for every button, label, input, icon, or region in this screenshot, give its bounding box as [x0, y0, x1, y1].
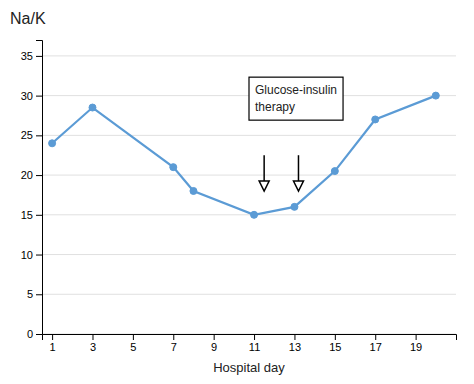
arrow-shaft: [298, 155, 300, 181]
y-tick: 15: [21, 209, 42, 221]
point: [190, 187, 197, 194]
y-tick-label: 0: [27, 328, 33, 340]
x-tick-mark: [254, 334, 255, 340]
x-tick-mark: [335, 334, 336, 340]
point: [170, 164, 177, 171]
x-tick: 3: [90, 334, 96, 353]
x-tick-mark: [52, 334, 53, 340]
x-tick-mark: [214, 334, 215, 340]
line: [52, 96, 436, 215]
y-tick-mark: [36, 334, 42, 335]
chart: 13579111315171905101520253035Glucose-ins…: [0, 0, 474, 384]
y-tick: 0: [27, 328, 42, 340]
plot-area: 13579111315171905101520253035Glucose-ins…: [21, 41, 457, 353]
y-tick: 20: [21, 169, 42, 181]
y-tick-mark: [36, 215, 42, 216]
arrow-head: [259, 181, 269, 191]
x-tick-mark: [294, 334, 295, 340]
x-tick: 15: [329, 334, 341, 353]
grid-line: [42, 294, 456, 295]
x-tick-label: 7: [171, 341, 177, 353]
arrow-shaft: [263, 155, 265, 181]
y-tick-label: 30: [21, 90, 33, 102]
x-tick-mark: [173, 334, 174, 340]
point: [89, 104, 96, 111]
y-tick: 5: [27, 288, 42, 300]
x-tick: 17: [370, 334, 382, 353]
arrows: [259, 155, 303, 191]
x-tick: 19: [410, 334, 422, 353]
x-tick: 9: [211, 334, 217, 353]
point: [372, 116, 379, 123]
y-tick-mark: [36, 175, 42, 176]
grid: [42, 56, 456, 334]
point: [291, 203, 298, 210]
y-tick-label: 10: [21, 249, 33, 261]
y-tick-mark: [36, 255, 42, 256]
grid-line: [42, 254, 456, 255]
x-tick: 13: [289, 334, 301, 353]
x-tick-label: 9: [211, 341, 217, 353]
y-tick: 25: [21, 129, 42, 141]
grid-line: [42, 214, 456, 215]
grid-line: [42, 55, 456, 56]
arrow: [259, 155, 269, 191]
x-tick-mark: [416, 334, 417, 340]
x-tick-label: 11: [249, 341, 260, 353]
y-tick-label: 20: [21, 169, 33, 181]
arrow-head: [293, 181, 303, 191]
x-tick: 5: [130, 334, 136, 353]
y-tick-label: 35: [21, 50, 33, 62]
y-tick: 35: [21, 50, 42, 62]
x-axis-title: Hospital day: [213, 360, 285, 375]
y-tick-label: 5: [27, 288, 33, 300]
x-axis: 135791113151719: [43, 334, 457, 353]
point: [251, 211, 258, 218]
x-tick-label: 15: [329, 341, 341, 353]
annotation-text: Glucose-insulintherapy: [255, 83, 337, 114]
x-tick: 11: [249, 334, 260, 353]
point: [432, 92, 439, 99]
x-tick-label: 17: [370, 341, 382, 353]
y-tick-mark: [36, 294, 42, 295]
annotation-box: [249, 77, 343, 120]
x-tick: 7: [171, 334, 177, 353]
y-tick: 30: [21, 90, 42, 102]
series: [49, 92, 440, 218]
x-tick-mark: [375, 334, 376, 340]
grid-line: [42, 175, 456, 176]
x-tick-label: 19: [410, 341, 422, 353]
y-tick: 10: [21, 249, 42, 261]
point: [331, 168, 338, 175]
y-tick-mark: [36, 96, 42, 97]
x-tick-label: 1: [50, 341, 56, 353]
x-tick-mark: [92, 334, 93, 340]
arrow: [293, 155, 303, 191]
x-tick-label: 13: [289, 341, 301, 353]
grid-line: [42, 135, 456, 136]
y-tick-label: 25: [21, 129, 33, 141]
x-tick-mark: [133, 334, 134, 340]
x-tick-label: 5: [130, 341, 136, 353]
y-tick-mark: [36, 135, 42, 136]
title: Na/K: [10, 10, 46, 27]
y-tick-label: 15: [21, 209, 33, 221]
x-tick-label: 3: [90, 341, 96, 353]
y-tick-mark: [36, 56, 42, 57]
annotation: Glucose-insulintherapy: [249, 77, 343, 120]
y-axis-line: [36, 41, 43, 335]
x-axis-line: [43, 335, 457, 341]
y-axis: 0 5 10 15 20 25 30 35: [21, 41, 43, 341]
point: [49, 140, 56, 147]
x-tick: 1: [50, 334, 56, 353]
